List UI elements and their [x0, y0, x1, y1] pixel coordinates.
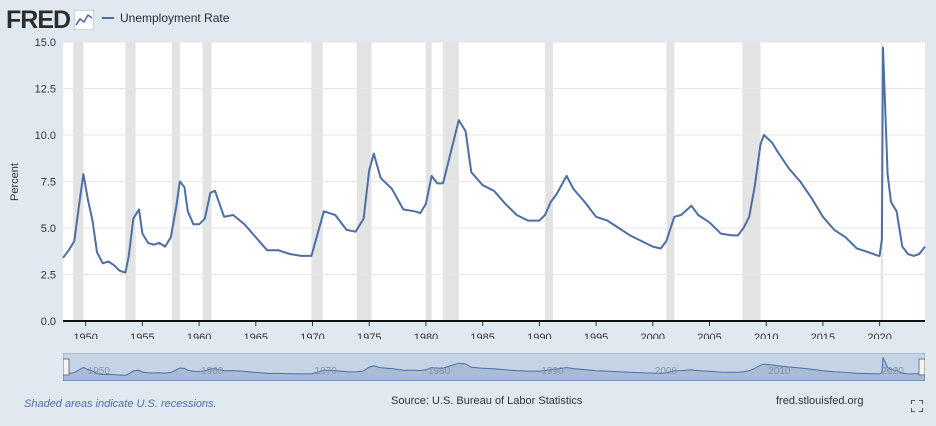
navigator-tick-label: 1990 — [541, 366, 564, 377]
legend-unemployment-rate[interactable]: Unemployment Rate — [102, 11, 229, 25]
x-tick-label: 2000 — [641, 332, 665, 339]
x-tick-label: 1960 — [187, 332, 211, 339]
x-tick-label: 1985 — [470, 332, 494, 339]
x-tick-label: 1965 — [244, 332, 268, 339]
y-tick-label: 12.5 — [35, 84, 56, 96]
legend-label: Unemployment Rate — [120, 11, 230, 25]
y-axis-ticks: 0.0 2.5 5.0 7.5 10.0 12.5 15.0 — [35, 37, 56, 328]
fred-chart-logo-icon — [74, 10, 94, 30]
navigator-tick-label: 1950 — [88, 366, 111, 377]
navigator-tick-label: 2000 — [655, 366, 678, 377]
x-tick-label: 1970 — [300, 332, 324, 339]
legend-swatch — [102, 17, 114, 19]
y-tick-label: 10.0 — [35, 130, 56, 142]
navigator-area — [63, 357, 925, 381]
navigator-right-handle[interactable] — [918, 358, 925, 376]
navigator-left-handle[interactable] — [63, 358, 70, 376]
fred-logo[interactable]: FRED — [6, 6, 71, 34]
chart-header: FRED Unemployment Rate — [0, 0, 936, 40]
y-tick-label: 0.0 — [41, 316, 56, 328]
fullscreen-icon[interactable] — [911, 400, 923, 412]
y-tick-label: 15.0 — [35, 37, 56, 49]
navigator-tick-label: 1970 — [315, 366, 338, 377]
recession-note: Shaded areas indicate U.S. recessions. — [24, 398, 217, 410]
x-tick-label: 2005 — [697, 332, 721, 339]
x-tick-label: 2010 — [754, 332, 778, 339]
y-tick-label: 7.5 — [41, 177, 56, 189]
source-text: Source: U.S. Bureau of Labor Statistics — [391, 395, 583, 407]
x-tick-label: 1975 — [357, 332, 381, 339]
navigator-tick-label: 1980 — [428, 366, 451, 377]
x-tick-label: 1995 — [584, 332, 608, 339]
x-tick-label: 2015 — [811, 332, 835, 339]
x-tick-label: 1980 — [414, 332, 438, 339]
unemployment-rate-line[interactable] — [62, 46, 926, 274]
x-tick-label: 1950 — [73, 332, 97, 339]
navigator-tick-label: 1960 — [201, 366, 224, 377]
y-tick-label: 2.5 — [41, 270, 56, 282]
navigator-ticks: 1950 1960 1970 1980 1990 2000 2010 2020 — [88, 366, 905, 377]
gridlines — [63, 41, 925, 275]
navigator-tick-label: 2020 — [882, 366, 905, 377]
x-tick-label: 1955 — [130, 332, 154, 339]
x-tick-label: 2020 — [867, 332, 891, 339]
x-tick-label: 1990 — [527, 332, 551, 339]
site-link[interactable]: fred.stlouisfed.org — [776, 395, 864, 407]
x-axis-ticks: 1950 1955 1960 1965 1970 1975 1980 1985 1990 1995… — [73, 321, 892, 339]
range-navigator[interactable]: 1950 1960 1970 1980 1990 2000 2010 2020 — [63, 353, 925, 381]
y-tick-label: 5.0 — [41, 223, 56, 235]
y-axis-label: Percent — [9, 163, 21, 201]
navigator-tick-label: 2010 — [768, 366, 791, 377]
line-chart: 0.0 2.5 5.0 7.5 10.0 12.5 15.0 1950 1955 1960 196… — [9, 37, 926, 339]
